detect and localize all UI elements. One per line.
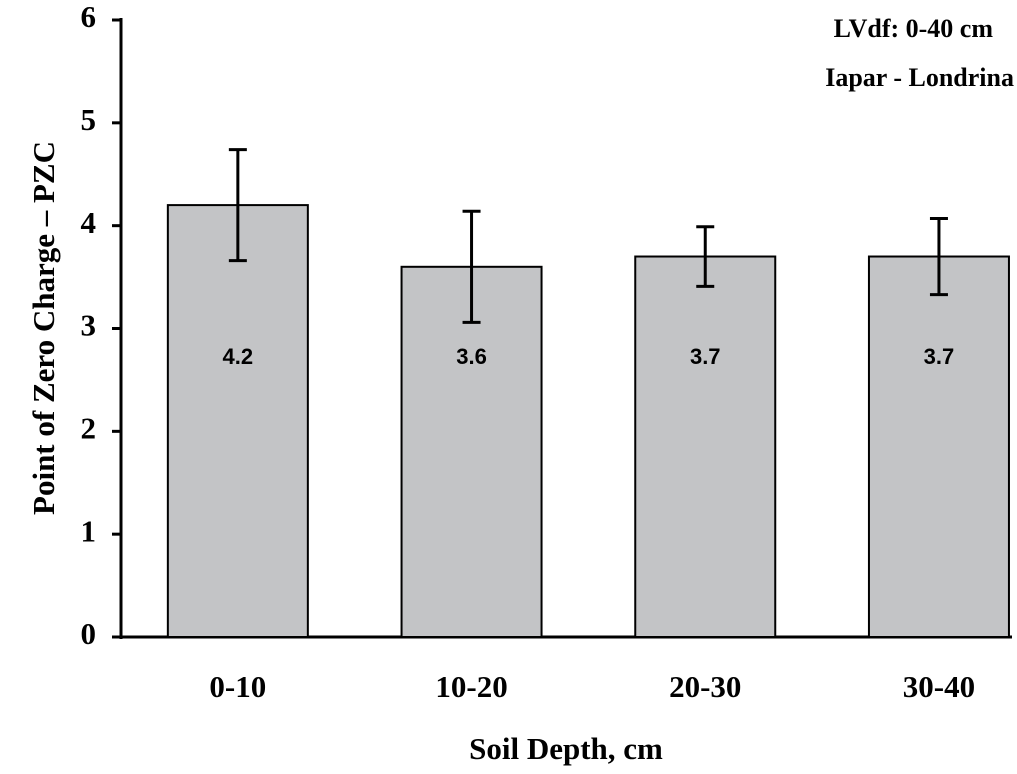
- x-tick-label: 0-10: [209, 669, 266, 704]
- x-axis-title: Soil Depth, cm: [469, 731, 663, 766]
- error-bar: [462, 209, 481, 324]
- bar: [867, 255, 1010, 638]
- y-tick-label: 5: [81, 102, 97, 137]
- bar: [634, 255, 777, 638]
- value-label: 3.7: [690, 344, 721, 369]
- y-axis-title: Point of Zero Charge – PZC: [26, 141, 61, 515]
- x-tick-label: 10-20: [435, 669, 507, 704]
- annotation: Iapar - Londrina: [825, 63, 1014, 92]
- annotation: LVdf: 0-40 cm: [834, 14, 994, 43]
- x-tick-label: 30-40: [903, 669, 975, 704]
- error-bar: [228, 148, 247, 263]
- value-label: 3.6: [456, 344, 487, 369]
- y-tick-label: 2: [81, 410, 97, 445]
- y-tick-label: 3: [81, 308, 97, 343]
- error-bar: [696, 225, 715, 288]
- value-label: 3.7: [924, 344, 955, 369]
- bar: [400, 265, 543, 638]
- x-tick-label: 20-30: [669, 669, 741, 704]
- bar: [166, 204, 309, 638]
- y-tick-label: 4: [81, 205, 97, 240]
- y-tick-label: 6: [81, 0, 97, 34]
- error-bar: [929, 216, 948, 297]
- y-tick-label: 0: [81, 616, 97, 651]
- y-tick-label: 1: [81, 513, 97, 548]
- value-label: 4.2: [223, 344, 254, 369]
